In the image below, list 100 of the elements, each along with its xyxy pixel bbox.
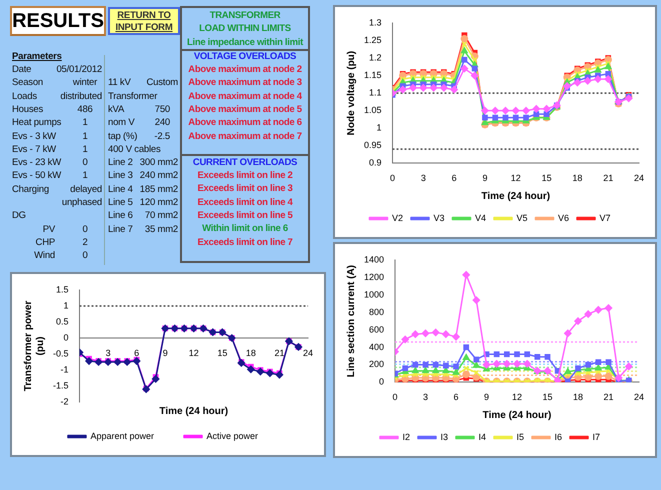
text: 486 bbox=[77, 104, 93, 115]
text: nom V bbox=[108, 117, 134, 130]
text: Exceeds limit on line 4 bbox=[198, 196, 292, 208]
text: Line impedance within limit bbox=[186, 37, 304, 49]
text: 185 mm2 bbox=[140, 184, 178, 195]
y-tick-label: 0 bbox=[379, 376, 384, 387]
text: 240 mm2 bbox=[140, 170, 178, 182]
y-tick-label: 0.5 bbox=[56, 316, 69, 326]
x-tick-label: 6 bbox=[134, 348, 140, 358]
text: Above maximum at node 5 bbox=[188, 104, 302, 115]
y-tick-label: 1 bbox=[376, 122, 382, 133]
y-tick-label: -0.5 bbox=[52, 348, 69, 358]
text: RETURN TO INPUT FORM bbox=[108, 7, 180, 35]
text: Wind bbox=[33, 250, 55, 262]
text: LOAD WITHIN LIMITS bbox=[199, 23, 291, 34]
text: 0 bbox=[82, 157, 88, 168]
legend-label: V6 bbox=[558, 212, 570, 223]
legend-label: Apparent power bbox=[90, 430, 154, 441]
y-tick-label: 400 bbox=[368, 342, 384, 352]
text: CHP bbox=[34, 236, 55, 249]
legend-label: I6 bbox=[554, 432, 562, 442]
text: 05/01/2012 bbox=[56, 64, 102, 75]
x-tick-label: 15 bbox=[542, 392, 553, 402]
x-tick-label: 18 bbox=[573, 392, 584, 402]
text: 70 mm2 bbox=[144, 210, 178, 222]
text: DG bbox=[12, 210, 26, 222]
text: VOLTAGE OVERLOADS bbox=[192, 51, 298, 63]
text: 0 bbox=[82, 224, 88, 235]
legend-label: I4 bbox=[478, 432, 486, 442]
legend-label: V2 bbox=[392, 212, 403, 223]
text: 2 bbox=[82, 236, 88, 248]
text: 35 mm2 bbox=[144, 224, 178, 235]
y-tick-label: 1.3 bbox=[369, 17, 382, 28]
text: Exceeds limit on line 7 bbox=[196, 236, 294, 248]
legend-label: I7 bbox=[592, 432, 600, 442]
x-axis-title: Time (24 hour) bbox=[481, 190, 550, 202]
y-tick-label: 1.25 bbox=[364, 35, 382, 46]
text: Loads bbox=[12, 90, 37, 103]
legend-label: V3 bbox=[433, 212, 444, 223]
text: Line 2 bbox=[108, 157, 133, 170]
text: 400 V cables bbox=[108, 144, 161, 156]
text: Line 7 bbox=[108, 224, 133, 236]
text: 0 bbox=[82, 250, 88, 262]
y-tick-label: 1.15 bbox=[364, 70, 382, 80]
text: Evs - 23 kW bbox=[12, 157, 62, 170]
text: 1 bbox=[82, 130, 88, 142]
text: 750 bbox=[154, 104, 170, 115]
y-tick-label: 1400 bbox=[364, 254, 384, 264]
x-axis-title: Time (24 hour) bbox=[159, 406, 228, 417]
text: Season bbox=[12, 77, 44, 90]
y-tick-label: -1.5 bbox=[52, 380, 69, 390]
text: Exceeds limit on line 5 bbox=[198, 210, 292, 221]
legend-label: V5 bbox=[516, 212, 528, 223]
text: Transformer bbox=[108, 90, 158, 103]
y-tick-label: 1.05 bbox=[364, 105, 382, 116]
y-tick-label: 0 bbox=[63, 332, 69, 342]
text: Evs - 3 kW bbox=[12, 130, 56, 142]
x-axis-title: Time (24 hour) bbox=[482, 410, 552, 421]
text: Evs - 50 kW bbox=[12, 170, 62, 182]
text: 1 bbox=[82, 170, 88, 182]
x-tick-label: 24 bbox=[302, 348, 314, 358]
text: Line 6 bbox=[108, 210, 133, 222]
text: PV bbox=[42, 224, 55, 236]
legend-label: I3 bbox=[440, 432, 448, 442]
text: distributed bbox=[60, 90, 102, 102]
text: 300 mm2 bbox=[140, 157, 178, 168]
text: unphased bbox=[60, 197, 102, 209]
text: Within limit on line 6 bbox=[202, 223, 288, 234]
x-tick-label: 3 bbox=[420, 173, 426, 184]
text: Charging bbox=[12, 184, 49, 196]
x-tick-label: 18 bbox=[246, 348, 256, 358]
text: Heat pumps bbox=[12, 117, 62, 130]
text: Exceeds limit on line 3 bbox=[198, 183, 292, 194]
text: Evs - 7 kW bbox=[12, 144, 56, 156]
y-tick-label: -2 bbox=[60, 396, 69, 406]
x-tick-label: 9 bbox=[484, 392, 490, 402]
x-tick-label: 21 bbox=[603, 392, 614, 402]
legend-label: Active power bbox=[206, 430, 258, 441]
y-axis-title: Transformer power (pu) bbox=[22, 300, 46, 392]
text: Houses bbox=[12, 104, 44, 116]
text: Above maximum at node 7 bbox=[188, 130, 302, 142]
legend-label: I2 bbox=[402, 432, 410, 442]
text: winter bbox=[72, 77, 98, 88]
legend-label: V7 bbox=[600, 212, 611, 223]
text: delayed bbox=[70, 184, 102, 195]
x-tick-label: 21 bbox=[603, 173, 614, 184]
x-tick-label: 21 bbox=[274, 348, 284, 358]
x-tick-label: 15 bbox=[542, 173, 552, 184]
x-tick-label: 3 bbox=[423, 392, 428, 402]
y-tick-label: 200 bbox=[368, 359, 384, 370]
text: RESULTS bbox=[10, 6, 106, 36]
y-tick-label: 800 bbox=[368, 306, 384, 317]
y-tick-label: 1200 bbox=[364, 272, 384, 282]
x-tick-label: 24 bbox=[634, 392, 644, 402]
x-tick-label: 15 bbox=[217, 348, 228, 358]
legend-label: I5 bbox=[516, 432, 524, 442]
text: Line 3 bbox=[108, 170, 133, 182]
x-tick-label: 18 bbox=[572, 173, 582, 184]
y-tick-label: 0.9 bbox=[369, 158, 382, 168]
text: tap (%) bbox=[108, 130, 138, 142]
